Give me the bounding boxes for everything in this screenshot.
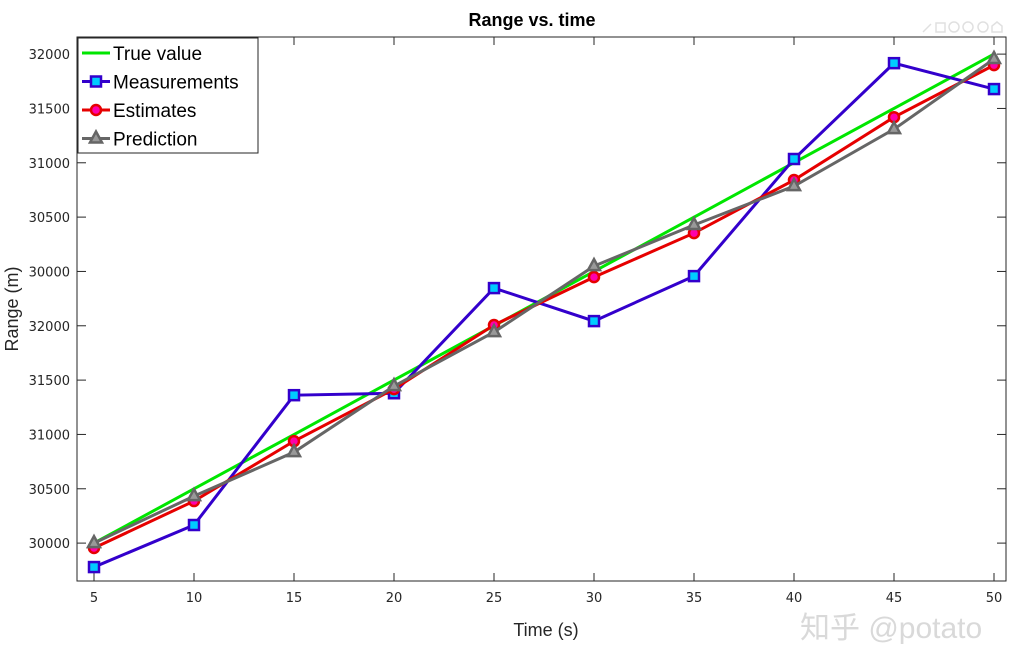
x-tick-label: 45 <box>886 591 903 606</box>
y-tick-label: 30000 <box>29 537 70 552</box>
legend: True value Measurements Estimates Predictio… <box>77 37 259 154</box>
x-tick-label: 35 <box>686 591 703 606</box>
prediction-point <box>785 176 803 192</box>
prediction-point <box>385 376 403 392</box>
measurements-point <box>987 82 1001 96</box>
x-tick-label: 50 <box>986 591 1003 606</box>
x-tick-label: 5 <box>90 591 98 606</box>
chart-title: Range vs. time <box>468 10 595 30</box>
x-tick-label: 10 <box>186 591 203 606</box>
series-estimates <box>87 58 1001 555</box>
zoom-out-icon[interactable] <box>977 21 989 33</box>
x-tick-label: 30 <box>586 591 603 606</box>
estimates-line <box>93 63 995 550</box>
y-tick-label: 30500 <box>29 211 70 226</box>
legend-marker <box>89 75 103 88</box>
series-prediction <box>85 49 1003 549</box>
pan-icon[interactable] <box>948 21 960 33</box>
legend-item-estimates: Estimates <box>82 101 196 122</box>
measurements-line <box>93 61 995 569</box>
legend-label: True value <box>113 44 202 65</box>
legend-item-measurements: Measurements <box>82 73 239 94</box>
legend-box <box>77 37 259 154</box>
measurements-point <box>587 314 601 328</box>
series-measurements <box>87 56 1001 574</box>
y-tick-label: 31500 <box>29 102 70 117</box>
prediction-line <box>93 57 995 545</box>
measurements-point <box>187 518 201 532</box>
prediction-point <box>285 442 303 458</box>
legend-marker <box>89 103 103 117</box>
x-tick-label: 15 <box>286 591 303 606</box>
x-tick-label: 25 <box>486 591 503 606</box>
prediction-point <box>585 256 603 272</box>
prediction-point <box>185 486 203 502</box>
prediction-point <box>85 533 103 549</box>
home-icon[interactable] <box>991 21 1003 33</box>
y-tick-label: 31000 <box>29 157 70 172</box>
estimates-point <box>587 270 601 284</box>
prediction-point <box>485 322 503 338</box>
legend-marker <box>87 128 105 144</box>
y-tick-label: 31500 <box>29 374 70 389</box>
measurements-point <box>787 152 801 166</box>
measurements-point <box>887 56 901 70</box>
edit-icon[interactable] <box>922 23 932 33</box>
y-axis-label: Range (m) <box>2 266 22 351</box>
legend-item-prediction: Prediction <box>82 128 198 151</box>
prediction-point <box>985 49 1003 65</box>
figure-toolbar[interactable] <box>922 21 1003 33</box>
legend-label: Estimates <box>113 101 196 122</box>
legend-label: Prediction <box>113 130 198 151</box>
prediction-point <box>885 119 903 135</box>
x-tick-label: 20 <box>386 591 403 606</box>
y-tick-label: 32000 <box>29 320 70 335</box>
y-tick-label: 31000 <box>29 428 70 443</box>
y-tick-label: 30000 <box>29 265 70 280</box>
measurements-point <box>487 281 501 295</box>
y-tick-label: 30500 <box>29 483 70 498</box>
legend-item-true-value: True value <box>82 44 202 65</box>
x-axis-label: Time (s) <box>513 620 578 640</box>
measurements-point <box>87 560 101 574</box>
legend-label: Measurements <box>113 73 239 94</box>
prediction-point <box>685 215 703 231</box>
measurements-point <box>687 269 701 283</box>
measurements-point <box>287 388 301 402</box>
x-tick-label: 40 <box>786 591 803 606</box>
watermark: 知乎 @potato <box>800 612 982 645</box>
y-tick-label: 32000 <box>29 48 70 63</box>
zoom-in-icon[interactable] <box>962 21 974 33</box>
brush-icon[interactable] <box>935 22 946 33</box>
